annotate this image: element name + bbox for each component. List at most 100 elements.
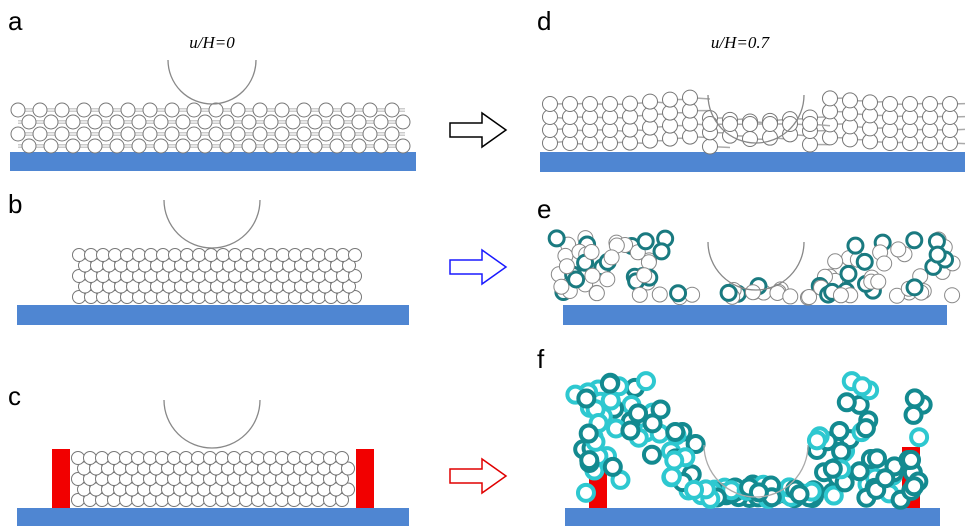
- particle: [228, 248, 242, 262]
- panel-label: e: [537, 194, 551, 224]
- panel-label: b: [8, 189, 22, 219]
- particle: [373, 138, 389, 154]
- particle: [576, 388, 597, 409]
- particle: [230, 126, 246, 142]
- particle: [323, 451, 337, 465]
- particle: [342, 279, 356, 294]
- particle: [846, 236, 865, 255]
- particle: [179, 451, 193, 465]
- particle: [562, 96, 578, 112]
- particle: [203, 451, 217, 465]
- particle: [329, 114, 345, 130]
- particle: [119, 451, 133, 465]
- particle: [252, 102, 268, 118]
- particle: [870, 273, 887, 290]
- particle: [583, 244, 600, 261]
- particle: [622, 95, 638, 112]
- indenter: [167, 59, 257, 105]
- particle: [120, 248, 134, 262]
- particle: [661, 466, 682, 487]
- particle: [167, 451, 181, 465]
- particle: [558, 258, 575, 275]
- particle: [602, 96, 618, 112]
- particle: [665, 421, 686, 442]
- indenter: [163, 399, 261, 449]
- particle: [96, 248, 110, 262]
- particle: [84, 248, 98, 262]
- particle: [762, 116, 778, 132]
- particle: [241, 138, 257, 154]
- particle: [263, 138, 279, 154]
- particle: [682, 89, 698, 106]
- particle: [191, 451, 205, 465]
- particle: [582, 96, 598, 112]
- substrate: [540, 152, 965, 172]
- particle: [54, 102, 70, 118]
- wall: [52, 449, 70, 508]
- particle: [10, 126, 26, 142]
- particle: [395, 114, 411, 130]
- particle: [905, 231, 924, 250]
- particle: [782, 116, 798, 132]
- particle: [252, 126, 268, 142]
- particle: [142, 126, 158, 142]
- particle: [252, 248, 266, 262]
- particle: [208, 126, 224, 142]
- particle: [901, 449, 922, 470]
- particle: [186, 126, 202, 142]
- particle: [362, 102, 378, 118]
- substrate: [17, 305, 409, 325]
- particle: [584, 267, 601, 284]
- particle: [120, 102, 136, 118]
- particle: [335, 451, 349, 465]
- particle: [373, 114, 389, 130]
- particle: [186, 102, 202, 118]
- particle: [65, 114, 81, 130]
- particle: [822, 90, 838, 107]
- particle: [300, 248, 314, 262]
- particle: [65, 138, 81, 154]
- particle: [296, 102, 312, 118]
- particle: [789, 484, 810, 505]
- particle: [285, 114, 301, 130]
- particle: [651, 286, 668, 303]
- particle: [180, 248, 194, 262]
- particle: [839, 264, 858, 283]
- panel-label: f: [537, 344, 545, 374]
- particle: [274, 102, 290, 118]
- particle: [348, 269, 362, 283]
- particle: [855, 252, 874, 271]
- particle: [823, 485, 844, 506]
- particle: [251, 451, 265, 465]
- particle: [802, 136, 818, 153]
- particle: [329, 138, 345, 154]
- particle: [95, 451, 109, 465]
- particle: [164, 126, 180, 142]
- particle: [351, 114, 367, 130]
- particle: [204, 248, 218, 262]
- particle: [832, 287, 849, 304]
- arrow: [449, 457, 508, 495]
- particle: [702, 138, 718, 155]
- panel-label: a: [8, 6, 23, 36]
- particle: [132, 248, 146, 262]
- annotation: u/H=0.7: [711, 33, 771, 52]
- particle: [340, 126, 356, 142]
- panel-label: d: [537, 6, 551, 36]
- particle: [98, 102, 114, 118]
- particle: [324, 248, 338, 262]
- particle: [748, 482, 769, 503]
- particle: [905, 278, 924, 297]
- particle: [87, 114, 103, 130]
- substrate: [10, 152, 416, 171]
- particle: [599, 271, 616, 288]
- particle: [216, 248, 230, 262]
- particle: [801, 289, 818, 306]
- particle: [131, 138, 147, 154]
- particle: [240, 248, 254, 262]
- particle: [742, 131, 758, 147]
- particle: [32, 126, 48, 142]
- particle: [109, 138, 125, 154]
- particle: [662, 91, 678, 108]
